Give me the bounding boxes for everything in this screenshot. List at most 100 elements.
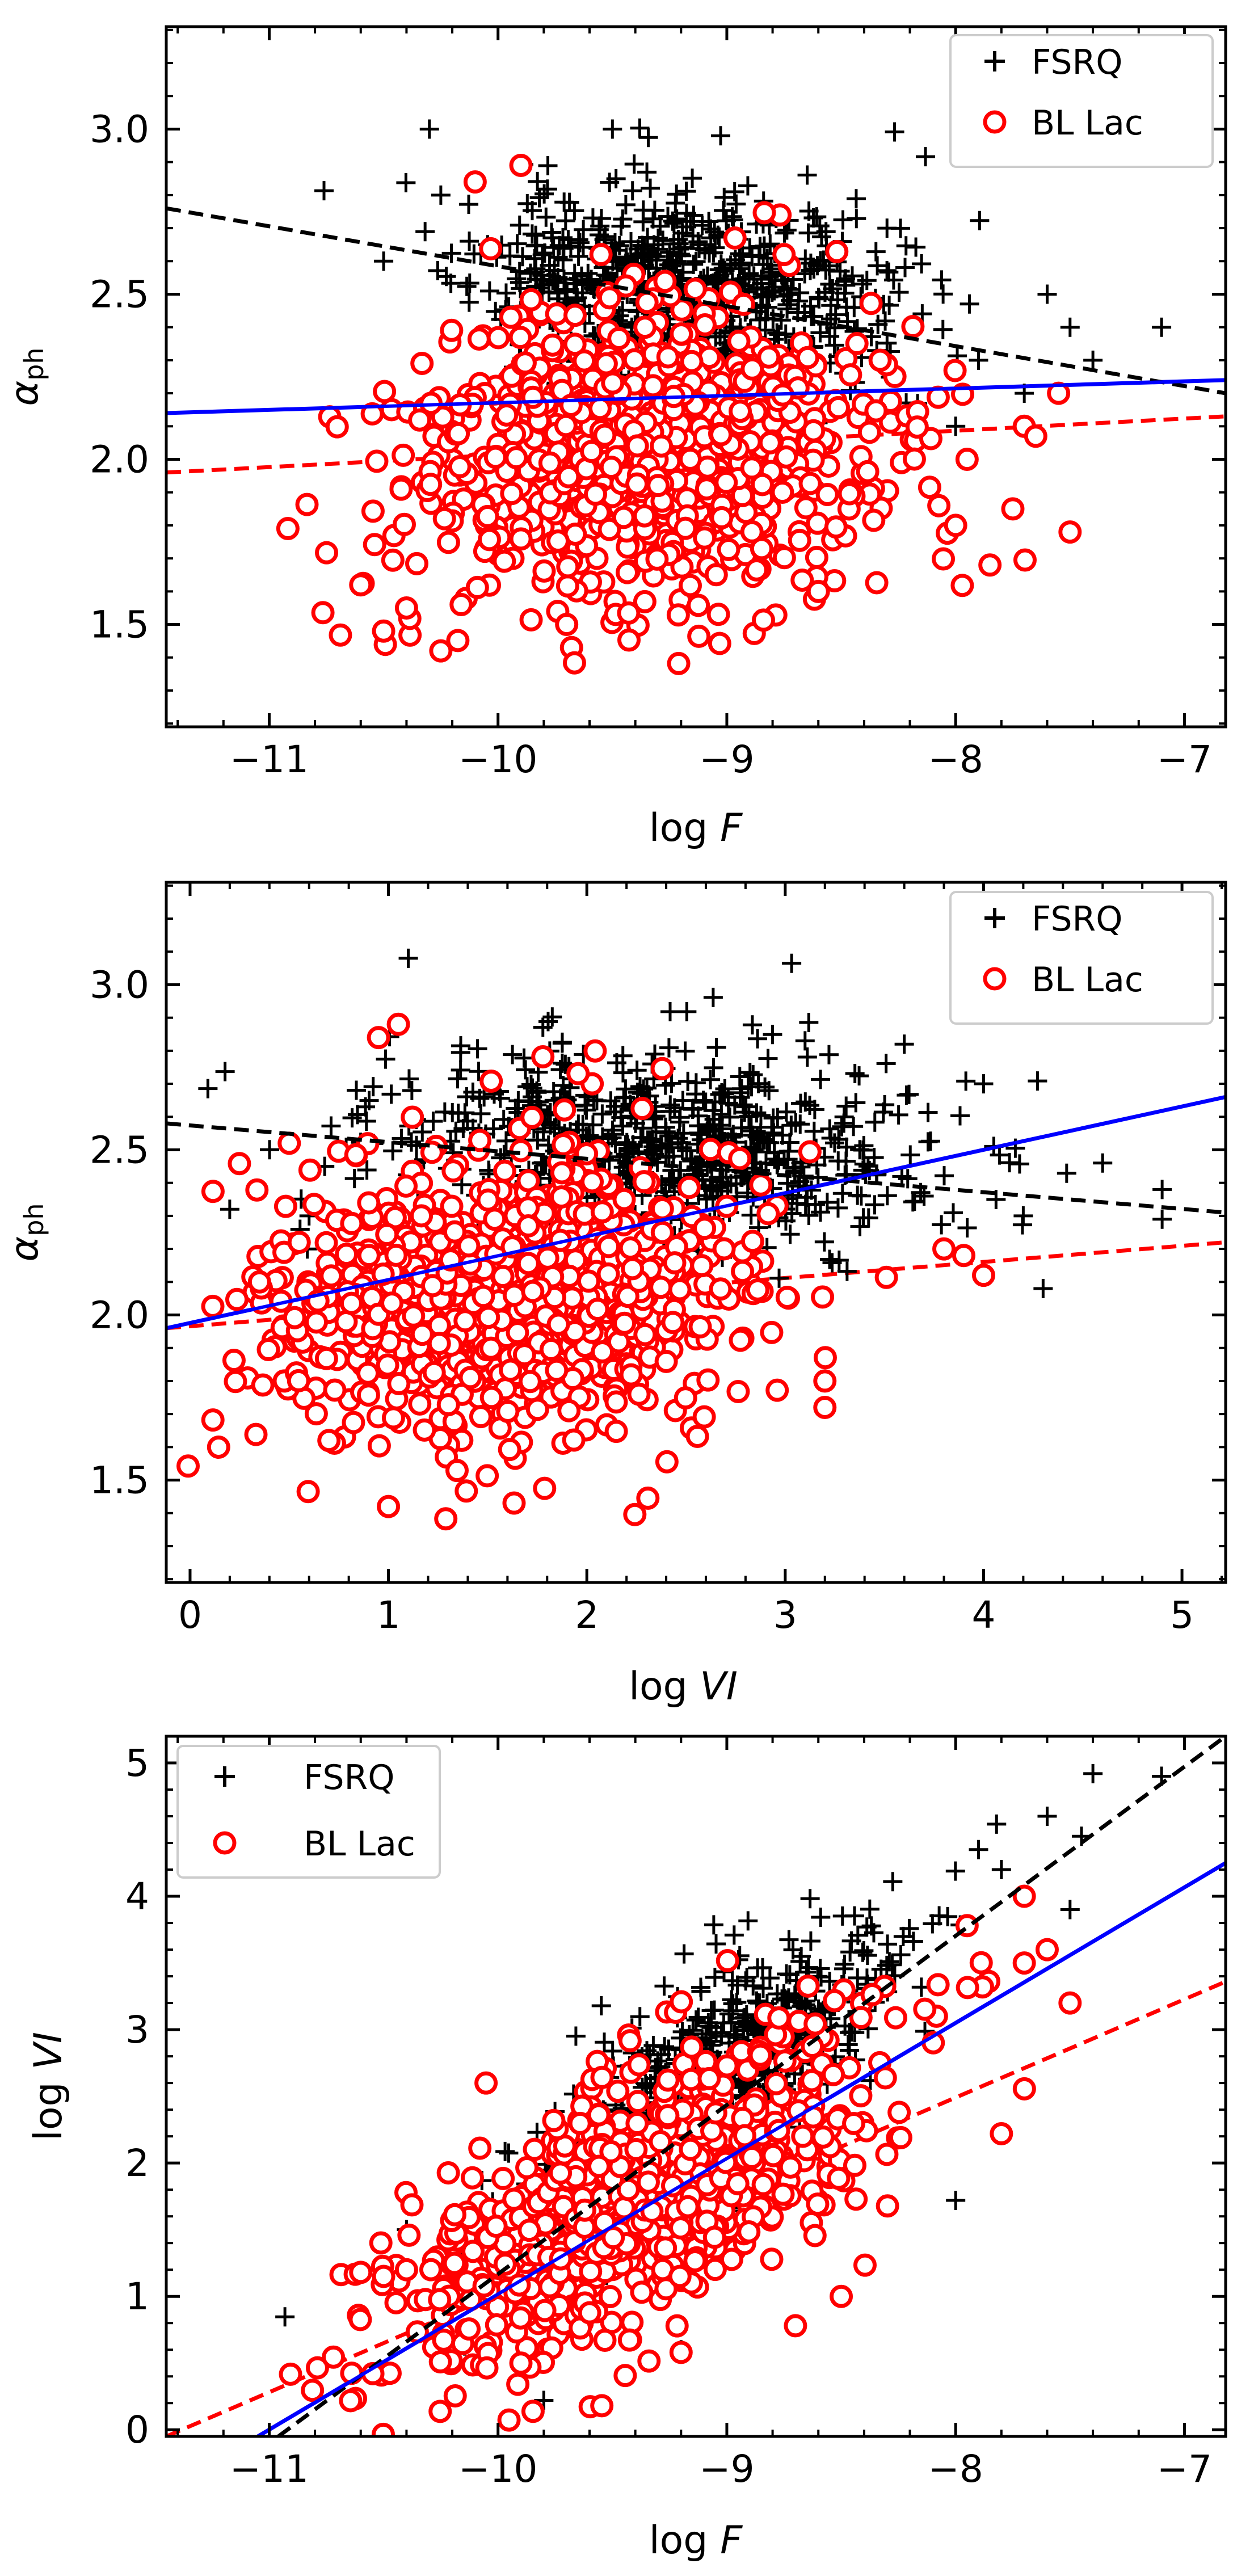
fsrq-point [742, 1077, 761, 1097]
bllac-point [740, 357, 764, 381]
fsrq-point [785, 1163, 805, 1182]
bllac-point [805, 545, 828, 569]
bllac-point [756, 1202, 780, 1226]
bllac-point [339, 1291, 363, 1315]
bllac-point [650, 434, 674, 458]
fsrq-point [738, 1911, 758, 1931]
bllac-point [708, 632, 731, 655]
bllac-point [590, 2065, 614, 2089]
bllac-point [802, 419, 826, 443]
fsrq-point [660, 1101, 680, 1121]
bllac-point [955, 448, 979, 472]
fsrq-point [523, 1087, 542, 1107]
bllac-point [796, 346, 819, 369]
fsrq-point [459, 195, 479, 214]
bllac-point [621, 1257, 645, 1281]
bllac-point [604, 1390, 628, 1414]
fsrq-point [868, 314, 888, 334]
bllac-point [273, 1194, 297, 1218]
bllac-point [455, 1479, 478, 1503]
fsrq-point [659, 2039, 679, 2059]
fsrq-point [510, 215, 529, 235]
bllac-point [593, 2329, 617, 2352]
fsrq-point [714, 187, 734, 207]
fsrq-point [974, 1074, 994, 1094]
fsrq-point [711, 126, 731, 146]
bllac-point [373, 380, 397, 403]
fsrq-point [726, 194, 746, 214]
bllac-point [704, 563, 728, 587]
bllac-point [590, 2394, 614, 2418]
fsrq-point [792, 1993, 812, 2013]
bllac-point [556, 574, 579, 598]
bllac-point [301, 2379, 325, 2402]
bllac-point [448, 454, 472, 478]
fsrq-point [538, 156, 558, 176]
fsrq-point [638, 128, 658, 148]
fsrq-point [762, 282, 782, 302]
fsrq-point [826, 305, 845, 325]
bllac-point [287, 1369, 310, 1392]
fsrq-point [846, 189, 866, 209]
bllac-point [750, 473, 774, 496]
x-tick-label: 4 [971, 1593, 995, 1637]
bllac-point [619, 1363, 643, 1387]
panel-1-y-axis-label: αph [2, 347, 49, 406]
fsrq-point [796, 1194, 815, 1214]
panel-2-ticks [166, 882, 1226, 1582]
fsrq-point [853, 1942, 873, 1962]
fsrq-point [842, 266, 862, 286]
fsrq-point [1037, 284, 1057, 304]
fsrq-point [542, 1007, 562, 1027]
bllac-point [372, 619, 395, 643]
bllac-point [495, 403, 519, 427]
bllac-point [305, 1310, 329, 1334]
fsrq-point [747, 1103, 767, 1123]
bllac-point [625, 434, 649, 458]
fsrq-point [782, 953, 802, 973]
fsrq-point [809, 288, 828, 308]
bllac-point [806, 2192, 830, 2216]
fsrq-point [848, 1925, 868, 1945]
y-tick-label: 2.0 [90, 1294, 149, 1337]
fsrq-point [829, 1129, 849, 1149]
bllac-point [500, 482, 524, 506]
bllac-point [859, 292, 883, 315]
bllac-point [419, 473, 443, 496]
bllac-point [824, 515, 848, 539]
bllac-point [468, 2136, 492, 2160]
bllac-point [443, 2384, 467, 2407]
bllac-point [304, 1402, 328, 1426]
fsrq-point [836, 1096, 856, 1116]
bllac-point [476, 1188, 500, 1212]
fsrq-point [986, 1190, 1006, 1209]
bllac-point [493, 549, 516, 573]
fsrq-point [715, 1079, 735, 1098]
fsrq-point [423, 1112, 443, 1131]
fsrq-point [969, 1840, 988, 1859]
bllac-point [296, 1480, 320, 1504]
bllac-point [1058, 520, 1082, 544]
bllac-point [744, 558, 768, 582]
bllac-point [905, 415, 929, 439]
bllac-point [367, 1026, 390, 1050]
y-tick-label: 1.5 [90, 603, 149, 647]
bllac-point [771, 481, 794, 504]
bllac-point [798, 472, 822, 495]
bllac-point [811, 1285, 835, 1309]
fsrq-point [775, 223, 794, 243]
fsrq-point [460, 273, 479, 293]
bllac-point [656, 2068, 680, 2092]
bllac-point [436, 531, 460, 554]
bllac-point [750, 537, 773, 561]
bllac-point [516, 1214, 540, 1238]
fsrq-point [672, 1138, 692, 1157]
fsrq-point [738, 176, 758, 196]
bllac-point [752, 608, 776, 632]
fsrq-point [500, 246, 520, 266]
fsrq-point [780, 1965, 799, 1985]
fsrq-point [778, 1150, 798, 1169]
bllac-point [434, 1507, 458, 1531]
fsrq-point [529, 188, 549, 208]
bllac-point [849, 2084, 873, 2108]
